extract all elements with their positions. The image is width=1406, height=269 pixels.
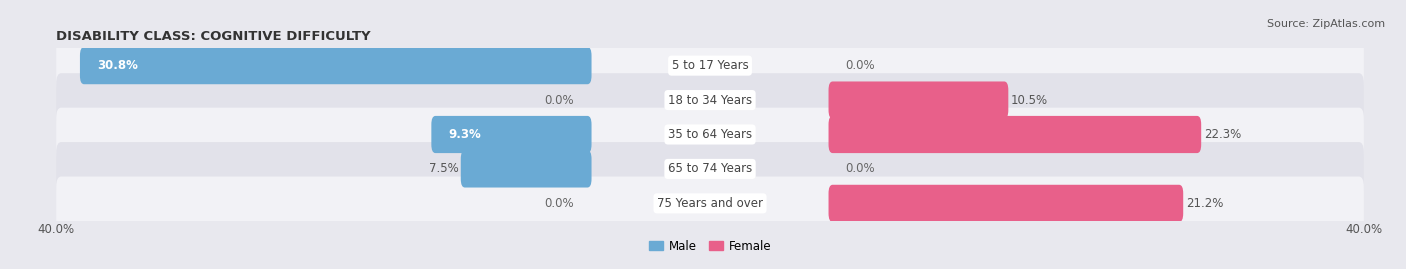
FancyBboxPatch shape bbox=[56, 39, 1364, 93]
FancyBboxPatch shape bbox=[56, 108, 1364, 161]
Text: 9.3%: 9.3% bbox=[449, 128, 481, 141]
Text: 18 to 34 Years: 18 to 34 Years bbox=[668, 94, 752, 107]
FancyBboxPatch shape bbox=[828, 185, 1184, 222]
FancyBboxPatch shape bbox=[432, 116, 592, 153]
Text: 75 Years and over: 75 Years and over bbox=[657, 197, 763, 210]
Text: 0.0%: 0.0% bbox=[845, 162, 876, 175]
Text: 0.0%: 0.0% bbox=[845, 59, 876, 72]
Legend: Male, Female: Male, Female bbox=[648, 240, 772, 253]
Text: 0.0%: 0.0% bbox=[544, 94, 575, 107]
Text: 22.3%: 22.3% bbox=[1204, 128, 1241, 141]
Text: 21.2%: 21.2% bbox=[1185, 197, 1223, 210]
FancyBboxPatch shape bbox=[828, 116, 1201, 153]
FancyBboxPatch shape bbox=[828, 82, 1008, 119]
Text: 65 to 74 Years: 65 to 74 Years bbox=[668, 162, 752, 175]
FancyBboxPatch shape bbox=[56, 73, 1364, 127]
Text: 7.5%: 7.5% bbox=[429, 162, 458, 175]
FancyBboxPatch shape bbox=[56, 176, 1364, 230]
FancyBboxPatch shape bbox=[80, 47, 592, 84]
Text: 30.8%: 30.8% bbox=[97, 59, 138, 72]
Text: 0.0%: 0.0% bbox=[544, 197, 575, 210]
FancyBboxPatch shape bbox=[56, 142, 1364, 196]
Text: 35 to 64 Years: 35 to 64 Years bbox=[668, 128, 752, 141]
FancyBboxPatch shape bbox=[461, 150, 592, 187]
Text: Source: ZipAtlas.com: Source: ZipAtlas.com bbox=[1267, 19, 1385, 29]
Text: 5 to 17 Years: 5 to 17 Years bbox=[672, 59, 748, 72]
Text: 10.5%: 10.5% bbox=[1011, 94, 1047, 107]
Text: DISABILITY CLASS: COGNITIVE DIFFICULTY: DISABILITY CLASS: COGNITIVE DIFFICULTY bbox=[56, 30, 371, 43]
